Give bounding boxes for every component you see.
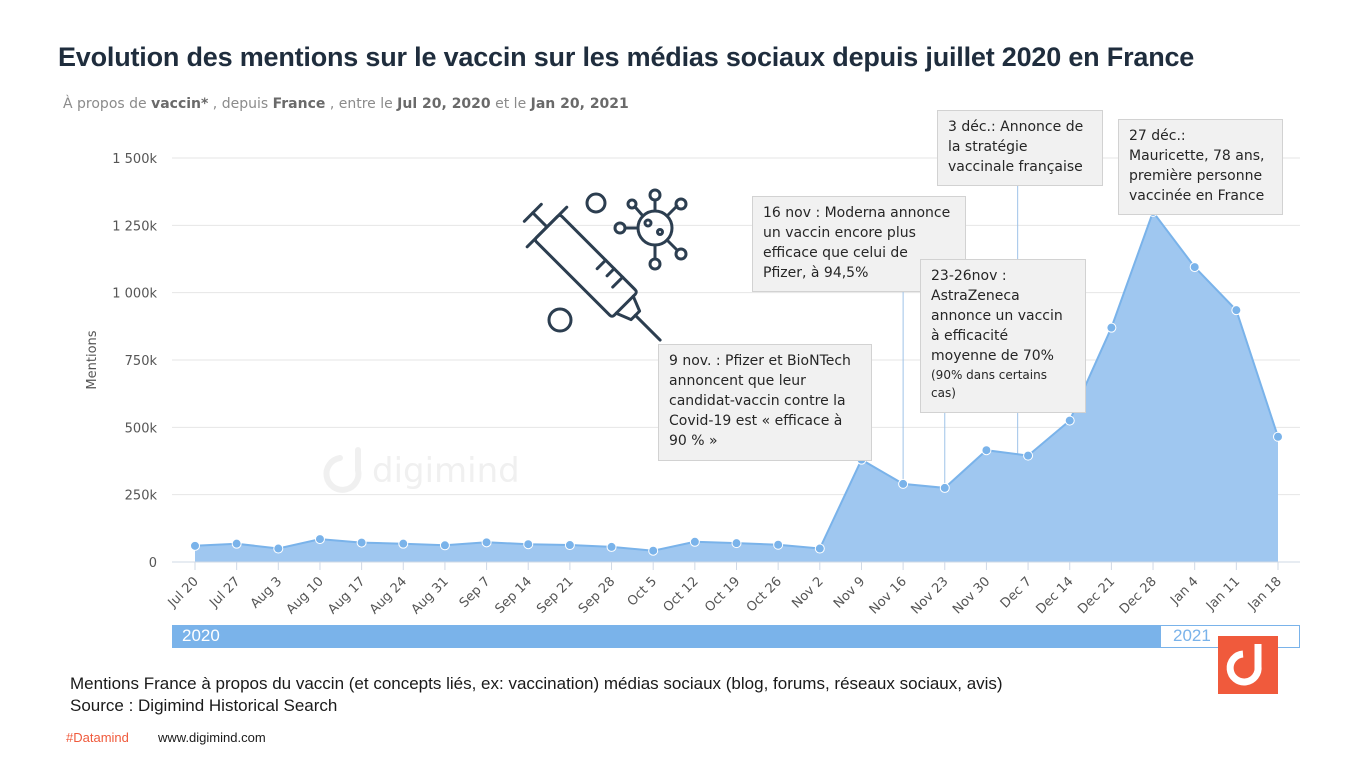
annotation-dec27: 27 déc.: Mauricette, 78 ans, première pers… bbox=[1118, 119, 1283, 215]
annotation-nov9: 9 nov. : Pfizer et BioNTech annoncent que… bbox=[658, 344, 872, 461]
data-point bbox=[898, 478, 909, 489]
data-point bbox=[314, 534, 325, 545]
x-tick-label: Aug 31 bbox=[409, 574, 452, 617]
data-point bbox=[1231, 305, 1242, 316]
year-band-2020: 2020 bbox=[172, 625, 1160, 648]
x-tick-label: Jul 20 bbox=[165, 574, 202, 611]
x-tick-label: Nov 23 bbox=[908, 574, 951, 617]
data-point bbox=[1273, 431, 1283, 442]
syringe-virus-icon bbox=[522, 188, 688, 342]
x-tick-label: Oct 26 bbox=[744, 574, 785, 615]
x-tick-label: Sep 28 bbox=[576, 574, 619, 617]
data-point bbox=[773, 539, 784, 550]
x-tick-label: Jan 18 bbox=[1245, 574, 1285, 614]
data-point bbox=[939, 482, 950, 493]
data-point bbox=[689, 536, 700, 547]
y-axis: 0 250k 500k 750k 1 000k 1 250k 1 500k bbox=[112, 152, 157, 571]
x-tick-label: Aug 10 bbox=[284, 574, 327, 617]
data-point bbox=[481, 537, 492, 548]
x-tick-label: Nov 9 bbox=[831, 574, 868, 611]
digimind-watermark: digimind bbox=[320, 440, 530, 505]
data-point bbox=[190, 540, 200, 551]
x-tick-label: Oct 5 bbox=[625, 574, 660, 609]
x-tick-label: Dec 28 bbox=[1117, 574, 1160, 617]
data-point bbox=[356, 537, 367, 548]
x-tick-label: Jan 4 bbox=[1167, 574, 1201, 608]
y-tick-label: 500k bbox=[125, 421, 158, 436]
x-tick-label: Oct 12 bbox=[661, 574, 702, 615]
data-point bbox=[273, 543, 284, 554]
y-tick-label: 750k bbox=[125, 354, 158, 369]
x-tick-label: Jul 27 bbox=[206, 574, 243, 611]
data-point bbox=[1023, 450, 1034, 461]
x-tick-label: Sep 14 bbox=[493, 574, 536, 617]
y-tick-label: 1 250k bbox=[112, 219, 157, 234]
caption-source: Source : Digimind Historical Search bbox=[70, 696, 338, 715]
data-point bbox=[564, 540, 575, 551]
x-tick-label: Jan 11 bbox=[1203, 574, 1243, 614]
x-tick-label: Aug 17 bbox=[325, 574, 368, 617]
data-point bbox=[981, 445, 992, 456]
x-tick-label: Oct 19 bbox=[702, 574, 743, 615]
data-point bbox=[231, 538, 242, 549]
data-point bbox=[648, 545, 659, 556]
data-point bbox=[1106, 322, 1117, 333]
x-tick-label: Nov 30 bbox=[950, 574, 993, 617]
mentions-area bbox=[195, 211, 1278, 562]
data-point bbox=[523, 539, 534, 550]
x-tick-label: Dec 14 bbox=[1034, 574, 1077, 617]
x-tick-label: Dec 21 bbox=[1075, 574, 1118, 617]
caption-description: Mentions France à propos du vaccin (et c… bbox=[70, 674, 1003, 693]
x-tick-label: Sep 7 bbox=[457, 574, 494, 611]
data-points bbox=[190, 206, 1283, 556]
y-tick-label: 0 bbox=[149, 556, 157, 571]
x-tick-label: Nov 16 bbox=[867, 574, 910, 617]
data-point bbox=[398, 538, 409, 549]
chart-caption: Mentions France à propos du vaccin (et c… bbox=[70, 673, 1003, 717]
watermark-text: digimind bbox=[372, 451, 520, 491]
footer-hashtag: #Datamind bbox=[66, 730, 129, 745]
annotation-nov23: 23-26nov : AstraZeneca annonce un vaccin à … bbox=[920, 259, 1086, 413]
y-tick-label: 250k bbox=[125, 489, 158, 504]
footer-url[interactable]: www.digimind.com bbox=[158, 730, 266, 745]
data-point bbox=[1064, 415, 1075, 426]
data-point bbox=[1189, 262, 1200, 273]
x-tick-label: Nov 2 bbox=[789, 574, 826, 611]
x-tick-label: Aug 24 bbox=[367, 574, 410, 617]
page-title: Evolution des mentions sur le vaccin sur… bbox=[58, 42, 1195, 72]
annotation-dec3: 3 déc.: Annonce de la stratégie vaccinale … bbox=[937, 110, 1103, 186]
x-tick-label: Aug 3 bbox=[248, 574, 285, 611]
data-point bbox=[814, 543, 825, 554]
chart-subtitle: À propos de vaccin* , depuis France , en… bbox=[63, 96, 629, 112]
data-point bbox=[439, 540, 450, 551]
data-point bbox=[731, 538, 742, 549]
y-tick-label: 1 000k bbox=[112, 287, 157, 302]
x-tick-label: Sep 21 bbox=[534, 574, 577, 617]
data-point bbox=[606, 541, 617, 552]
x-tick-label: Dec 7 bbox=[998, 574, 1035, 611]
y-tick-label: 1 500k bbox=[112, 152, 157, 167]
y-axis-title: Mentions bbox=[85, 330, 100, 389]
digimind-logo-icon bbox=[1218, 636, 1278, 694]
